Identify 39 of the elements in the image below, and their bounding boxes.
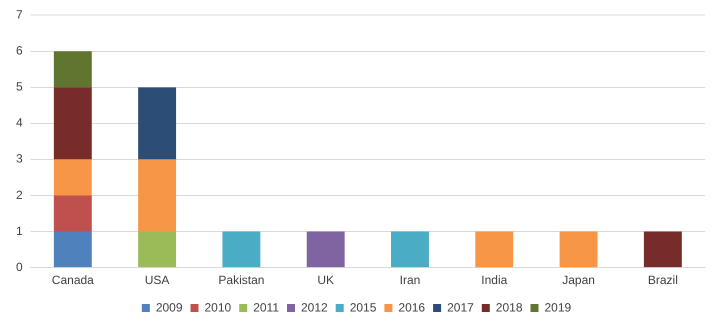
bar	[54, 87, 92, 160]
y-tick-label: 3	[16, 152, 23, 166]
bar	[560, 232, 598, 268]
bar	[54, 159, 92, 196]
legend-label: 2012	[301, 300, 328, 314]
bar	[138, 87, 176, 160]
bar	[138, 232, 176, 268]
y-tick-label: 1	[16, 224, 23, 238]
y-tick-label: 5	[16, 80, 23, 94]
legend-label: 2016	[398, 300, 426, 314]
bar	[54, 51, 92, 88]
x-tick-label: Brazil	[648, 273, 678, 288]
bar	[644, 232, 682, 268]
legend-label: 2017	[447, 300, 474, 314]
legend-label: 2018	[496, 300, 523, 314]
x-tick-label: USA	[144, 273, 170, 288]
y-tick-label: 7	[16, 8, 23, 22]
bar	[391, 232, 429, 268]
x-tick-label: Iran	[400, 273, 420, 288]
x-tick-label: India	[481, 273, 508, 288]
bar	[138, 159, 176, 232]
y-tick-label: 2	[16, 188, 23, 202]
x-tick-label: Pakistan	[218, 273, 264, 288]
y-tick-label: 4	[16, 116, 23, 130]
bar	[475, 232, 514, 268]
legend-label: 2019	[544, 300, 572, 314]
bar	[54, 195, 92, 232]
legend-label: 2009	[156, 300, 183, 314]
bar	[306, 232, 345, 268]
y-tick-label: 6	[16, 44, 23, 58]
y-tick-label: 0	[16, 260, 23, 274]
legend-label: 2015	[350, 300, 377, 314]
x-tick-label: UK	[317, 273, 334, 288]
x-tick-label: Canada	[52, 273, 94, 288]
x-tick-label: Japan	[562, 273, 595, 288]
bar	[222, 232, 260, 268]
legend-label: 2010	[204, 300, 232, 314]
legend-label: 2011	[253, 300, 280, 314]
bar	[54, 232, 92, 268]
